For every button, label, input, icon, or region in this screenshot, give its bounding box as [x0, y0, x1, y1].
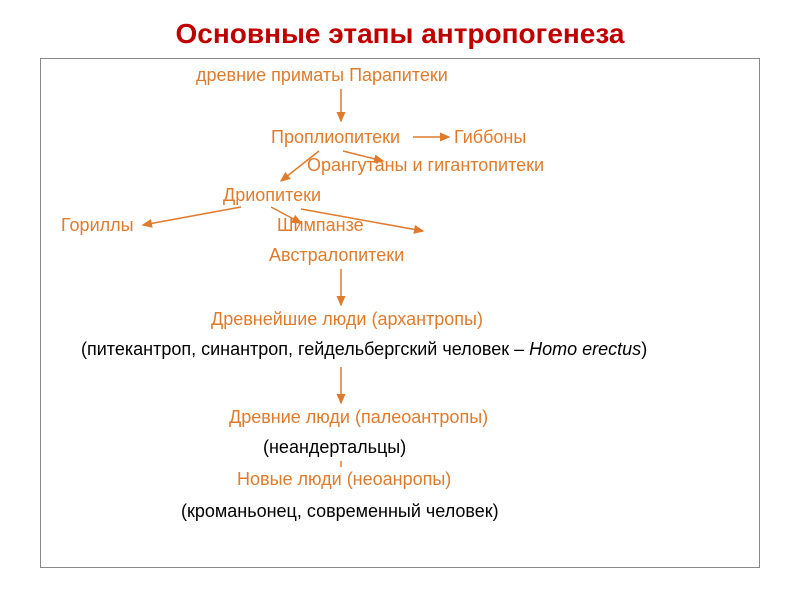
node-driopitek: Дриопитеки [223, 185, 321, 206]
erectus-suffix: ) [641, 339, 647, 359]
node-cromagnon: (кроманьонец, современный человек) [181, 501, 499, 522]
diagram-container: древние приматы Парапитеки Проплиопитеки… [40, 58, 760, 568]
node-gorillas: Гориллы [61, 215, 134, 236]
node-paleoantrop: Древние люди (палеоантропы) [229, 407, 488, 428]
node-australopitek: Австралопитеки [269, 245, 404, 266]
node-parapitek: древние приматы Парапитеки [196, 65, 448, 86]
page-title: Основные этапы антропогенеза [0, 0, 800, 58]
node-gibbons: Гиббоны [454, 127, 526, 148]
node-propliopitek: Проплиопитеки [271, 127, 400, 148]
erectus-latin: Homo erectus [529, 339, 641, 359]
erectus-prefix: (питекантроп, синантроп, гейдельбергский… [81, 339, 529, 359]
node-arhantrop: Древнейшие люди (архантропы) [211, 309, 483, 330]
node-orangutans: Орангутаны и гигантопитеки [307, 155, 544, 176]
node-neanderthal: (неандертальцы) [263, 437, 406, 458]
node-chimps: Шимпанзе [277, 215, 364, 236]
node-erectus-line: (питекантроп, синантроп, гейдельбергский… [81, 339, 647, 360]
node-neoantrop: Новые люди (неоанропы) [237, 469, 451, 490]
